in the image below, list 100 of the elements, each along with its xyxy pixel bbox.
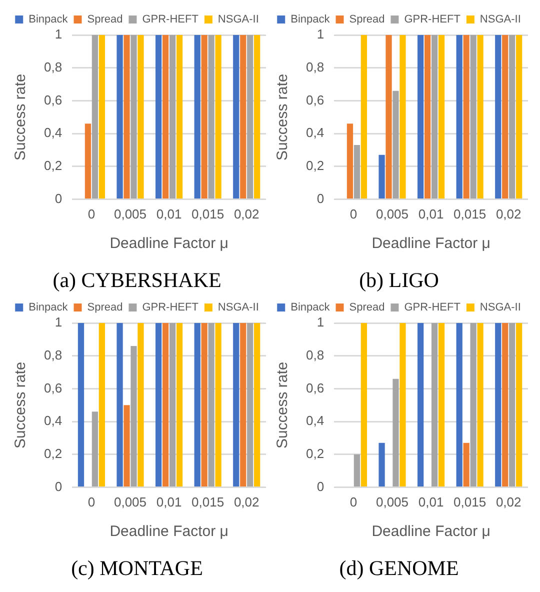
- legend-label: Binpack: [290, 14, 330, 26]
- x-tick-label: 0,01: [156, 494, 182, 510]
- y-tick-label: 0,8: [306, 347, 324, 362]
- bar: [240, 323, 246, 486]
- bar: [392, 378, 399, 486]
- legend-label: GPR-HEFT: [142, 302, 199, 314]
- text: (c) MONTAGE: [71, 556, 203, 580]
- bar: [378, 442, 385, 486]
- legend-label: Binpack: [290, 302, 330, 314]
- legend-label: GPR-HEFT: [404, 14, 461, 26]
- y-tick-label: 0,2: [44, 446, 62, 461]
- y-tick-label: 0,8: [44, 347, 62, 362]
- x-tick-label: 0,015: [454, 494, 486, 510]
- y-tick-label: 0,8: [306, 59, 324, 74]
- bar: [215, 323, 222, 486]
- y-axis-title: Success rate: [12, 362, 30, 448]
- bar: [424, 35, 431, 198]
- bar: [201, 323, 208, 486]
- y-tick-label: 0: [316, 478, 324, 494]
- bar: [176, 323, 183, 486]
- bar: [400, 35, 406, 198]
- bar: [470, 35, 476, 198]
- x-tick-label: 0,01: [418, 494, 444, 510]
- y-tick-label: 0: [54, 478, 62, 494]
- x-tick-label: 0,01: [418, 206, 444, 222]
- legend-label: Spread: [349, 14, 385, 26]
- y-tick-label: 0,6: [306, 92, 324, 108]
- bar: [92, 412, 98, 486]
- y-tick-label: 0: [54, 190, 62, 206]
- bar: [130, 346, 137, 486]
- y-tick-label: 1: [54, 314, 62, 330]
- y-tick-label: 0,2: [306, 158, 324, 173]
- y-tick-label: 1: [316, 314, 324, 330]
- x-tick-label: 0: [88, 494, 96, 510]
- bar: [456, 323, 462, 486]
- bar: [247, 323, 254, 486]
- bar: [346, 124, 354, 198]
- bar: [208, 323, 214, 486]
- legend-label: Spread: [87, 14, 123, 26]
- bar: [98, 323, 106, 486]
- bar: [392, 90, 399, 198]
- x-axis-title: Deadline Factor μ: [372, 522, 490, 540]
- bar: [495, 323, 502, 486]
- bar: [477, 323, 484, 486]
- x-tick-label: 0,015: [192, 494, 224, 510]
- y-tick-label: 0,8: [44, 59, 62, 74]
- bar: [463, 442, 470, 486]
- bar: [516, 35, 522, 198]
- y-tick-label: 0,4: [306, 413, 324, 428]
- bar: [431, 35, 438, 198]
- bar: [194, 323, 200, 486]
- legend-label: NSGA-II: [480, 302, 521, 314]
- y-axis-title: Success rate: [12, 74, 30, 160]
- bar: [502, 323, 508, 486]
- x-tick-label: 0: [350, 206, 358, 222]
- text: (a) CYBERSHAKE: [52, 268, 222, 292]
- bar: [78, 323, 84, 486]
- bar: [477, 35, 484, 198]
- bar: [417, 323, 424, 486]
- y-tick-label: 1: [316, 26, 324, 42]
- bar: [470, 323, 476, 486]
- bar: [463, 35, 470, 198]
- y-tick-label: 0,6: [44, 380, 62, 396]
- x-tick-label: 0: [350, 494, 358, 510]
- x-tick-label: 0,02: [496, 494, 522, 510]
- x-tick-label: 0,005: [376, 206, 409, 222]
- y-axis-title: Success rate: [274, 362, 292, 448]
- bar: [386, 35, 392, 198]
- bar: [502, 35, 508, 198]
- legend-label: GPR-HEFT: [404, 302, 461, 314]
- x-axis-title: Deadline Factor μ: [372, 234, 490, 252]
- x-tick-label: 0,005: [114, 206, 147, 222]
- bar: [138, 323, 144, 486]
- bar: [509, 35, 516, 198]
- text: (d) GENOME: [339, 556, 459, 580]
- bar: [438, 35, 445, 198]
- y-tick-label: 0,4: [44, 125, 62, 140]
- bar: [438, 323, 445, 486]
- bar: [378, 154, 385, 198]
- legend-label: GPR-HEFT: [142, 14, 199, 26]
- text: (b) LIGO: [359, 268, 439, 292]
- bar: [116, 323, 123, 486]
- x-tick-label: 0: [88, 206, 96, 222]
- bar: [360, 35, 368, 198]
- legend-label: NSGA-II: [218, 14, 259, 26]
- bar: [456, 35, 462, 198]
- y-tick-label: 0: [316, 190, 324, 206]
- x-tick-label: 0,02: [234, 494, 260, 510]
- x-tick-label: 0,02: [234, 206, 260, 222]
- legend-label: Binpack: [28, 302, 68, 314]
- bar: [509, 323, 516, 486]
- bar: [254, 323, 260, 486]
- legend-label: Spread: [87, 302, 123, 314]
- x-tick-label: 0,005: [376, 494, 409, 510]
- y-tick-label: 1: [54, 26, 62, 42]
- legend-label: NSGA-II: [480, 14, 521, 26]
- bar: [155, 323, 162, 486]
- bar: [431, 323, 438, 486]
- bar: [162, 323, 169, 486]
- x-axis-title: Deadline Factor μ: [110, 522, 228, 540]
